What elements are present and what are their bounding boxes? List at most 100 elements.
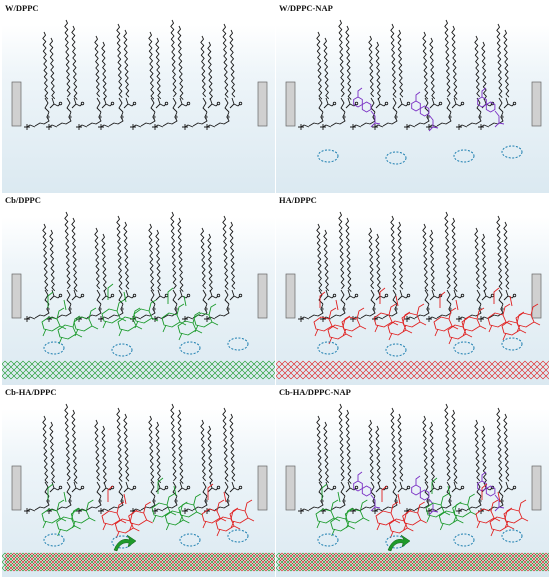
naphthalene-ring — [419, 489, 430, 501]
hydrogen-bond-ellipse — [453, 341, 475, 355]
choline-group — [428, 124, 438, 128]
polysaccharide-chain — [425, 477, 477, 531]
lipid-tail — [444, 211, 451, 290]
glycerol-backbone — [392, 97, 409, 113]
phosphate-group — [56, 111, 72, 127]
green-arrow — [113, 534, 137, 552]
ammonium-cross — [456, 316, 462, 322]
barrier-block — [257, 81, 268, 127]
polymer-substrate — [2, 552, 275, 572]
ammonium-cross — [350, 124, 356, 130]
phospholipid — [182, 227, 221, 322]
ester-oxygen — [110, 293, 115, 298]
phosphate-group — [108, 495, 124, 511]
phospholipid — [456, 227, 495, 322]
sugar-substituents — [453, 493, 477, 523]
sugar-substituents — [516, 303, 541, 333]
phosphate-oxygen — [500, 115, 504, 119]
lipid-tail — [451, 25, 458, 100]
ester-oxygen — [80, 485, 85, 490]
chain-branch — [107, 283, 127, 303]
polysaccharide-chain — [487, 287, 541, 341]
lipid-tail — [200, 227, 207, 290]
phosphate-group — [382, 111, 398, 127]
panel-title: W/DPPC-NAP — [279, 3, 333, 13]
ester-oxygen — [332, 485, 337, 490]
phospholipid — [478, 215, 517, 322]
phospholipid — [426, 19, 465, 130]
chain-branch — [431, 477, 451, 497]
glycerol-backbone — [370, 289, 387, 305]
lipid-tail — [200, 419, 207, 482]
lipid-tail — [368, 419, 375, 482]
polymer-substrate — [276, 552, 549, 572]
choline-group — [480, 124, 490, 128]
lipid-tail — [71, 217, 78, 292]
panel-title: HA/DPPC — [279, 195, 317, 205]
phospholipid — [372, 407, 411, 514]
glycerol-backbone — [96, 289, 113, 305]
phospholipid — [320, 403, 359, 514]
chain-branch — [47, 291, 67, 311]
naphthalene-ring — [353, 480, 363, 492]
ester-oxygen — [512, 293, 517, 298]
sugar-substituents — [102, 501, 127, 531]
phosphate-oxygen — [46, 307, 50, 311]
phospholipid — [456, 419, 495, 514]
lipid-tail — [496, 407, 503, 482]
sugar-substituents — [316, 499, 341, 529]
phosphate-group — [308, 303, 324, 319]
phosphate-oxygen — [68, 115, 72, 119]
glycerol-backbone — [44, 481, 61, 497]
lipid-tail — [207, 425, 213, 484]
ester-oxygen — [164, 293, 169, 298]
phosphate-group — [330, 303, 346, 319]
sugar-substituents — [488, 303, 513, 333]
lipid-tail — [375, 425, 381, 484]
lipid-tail — [338, 19, 345, 98]
phosphate-oxygen — [372, 307, 376, 311]
lipid-tail — [503, 29, 510, 98]
phospholipid — [130, 415, 169, 514]
ester-oxygen — [238, 293, 243, 298]
panel-title: Cb-HA/DPPC-NAP — [279, 387, 351, 397]
naphthalene-ring — [411, 484, 421, 496]
phosphate-oxygen — [152, 499, 156, 503]
chain-branch — [321, 483, 341, 503]
glycerol-backbone — [202, 481, 219, 497]
phospholipid — [456, 35, 495, 130]
sugar-substituents — [376, 501, 401, 531]
phosphate-oxygen — [226, 499, 230, 503]
phosphate-oxygen — [204, 499, 208, 503]
barrier-block — [257, 465, 268, 511]
ammonium-cross — [426, 124, 432, 130]
barrier-block — [285, 465, 296, 511]
glycerol-backbone — [446, 97, 463, 113]
ester-oxygen — [438, 293, 443, 298]
ammonium-cross — [320, 124, 326, 130]
phospholipid — [76, 227, 115, 322]
polysaccharide-chain — [41, 291, 99, 345]
glycerol-backbone — [150, 289, 167, 305]
phospholipid — [98, 215, 137, 322]
lipid-tail — [444, 19, 451, 98]
substrate-mesh — [4, 564, 275, 572]
sugar-substituents — [42, 499, 67, 529]
naproxen-substituents — [481, 471, 505, 512]
choline-group — [154, 508, 164, 512]
panel-w-dppc-nap: W/DPPC-NAP — [276, 2, 549, 193]
choline-group — [480, 316, 490, 320]
choline-group — [406, 124, 416, 128]
glycerol-backbone — [66, 481, 83, 497]
choline-group — [154, 316, 164, 320]
phosphate-oxygen — [342, 307, 346, 311]
choline-group — [26, 508, 36, 512]
substrate-mesh — [278, 564, 549, 572]
barrier-block — [531, 81, 542, 127]
panel-art — [285, 19, 542, 165]
phospholipid — [24, 31, 63, 130]
hydrogen-bond-ellipse — [453, 149, 475, 163]
sugar-substituents — [374, 303, 399, 333]
glycerol-backbone — [66, 97, 83, 113]
